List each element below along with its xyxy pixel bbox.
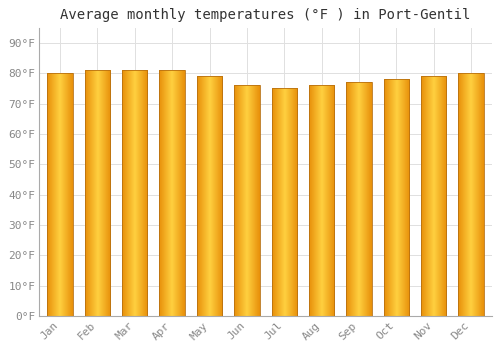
Bar [48,73,73,316]
Bar [384,79,409,316]
Bar [160,70,185,316]
Title: Average monthly temperatures (°F ) in Port-Gentil: Average monthly temperatures (°F ) in Po… [60,8,471,22]
Bar [346,82,372,316]
Bar [309,85,334,316]
Bar [234,85,260,316]
Bar [197,76,222,316]
Bar [272,89,297,316]
Bar [458,73,484,316]
Bar [122,70,148,316]
Bar [421,76,446,316]
Bar [84,70,110,316]
